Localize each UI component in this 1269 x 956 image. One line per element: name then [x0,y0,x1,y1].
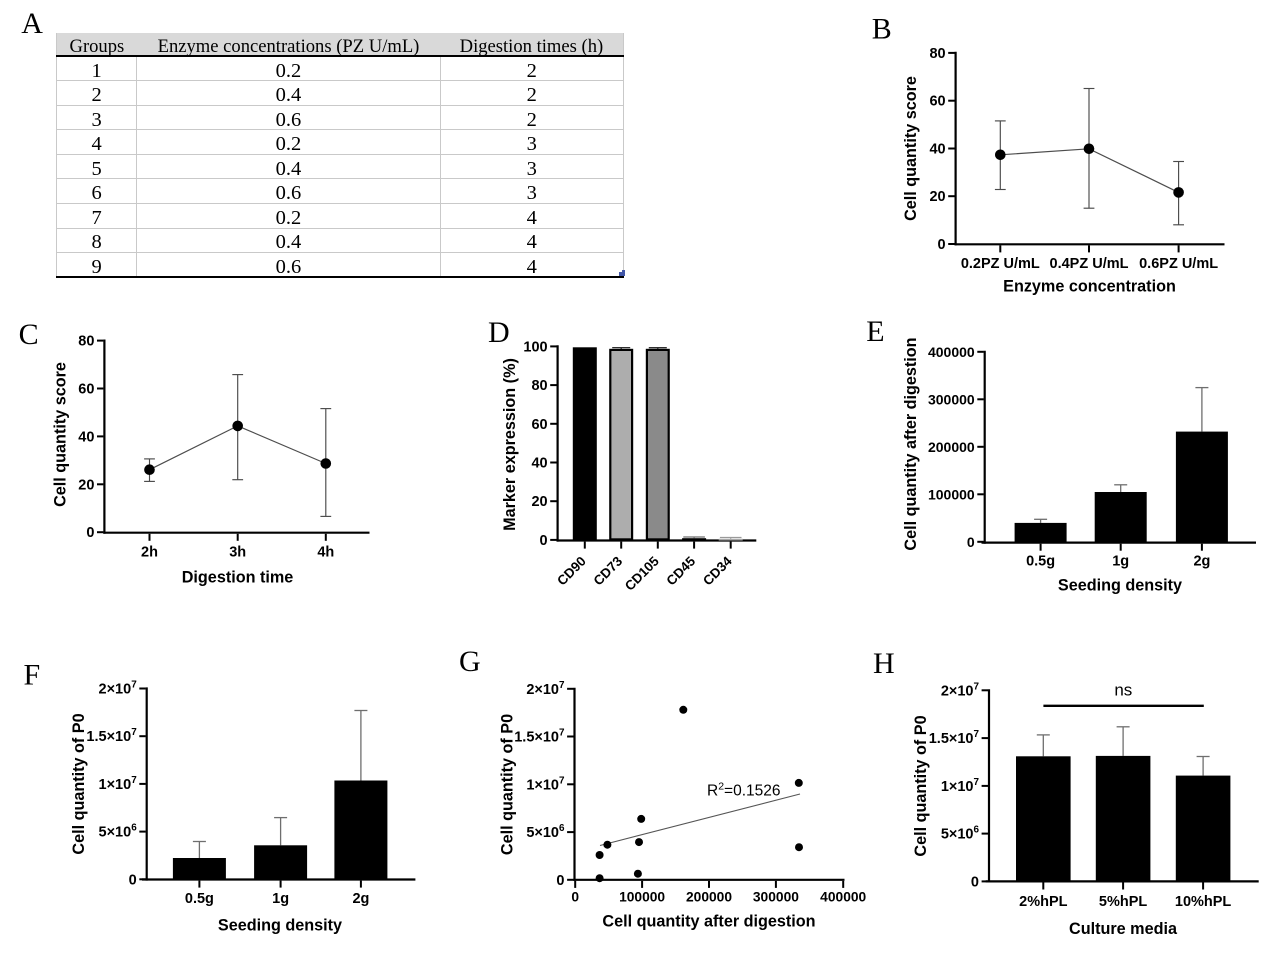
svg-text:Cell quantity of P0: Cell quantity of P0 [70,713,88,854]
svg-text:1.5×107: 1.5×107 [929,729,980,747]
svg-text:2g: 2g [1193,554,1210,570]
svg-text:300000: 300000 [753,890,799,905]
svg-text:400000: 400000 [820,890,866,905]
svg-text:200000: 200000 [928,439,975,455]
svg-text:1g: 1g [272,891,289,907]
svg-text:100: 100 [523,339,547,355]
svg-text:C: C [19,318,39,351]
svg-text:ns: ns [1114,681,1132,700]
svg-text:20: 20 [929,189,945,205]
svg-text:Digestion time: Digestion time [182,569,294,587]
svg-text:0: 0 [967,534,975,550]
svg-text:Culture media: Culture media [1069,920,1178,938]
svg-text:E: E [866,315,884,348]
svg-text:1×107: 1×107 [99,775,138,793]
svg-text:CD90: CD90 [554,554,589,589]
svg-text:40: 40 [531,456,547,472]
svg-text:2×107: 2×107 [526,680,565,698]
svg-text:0.4PZ U/mL: 0.4PZ U/mL [1050,256,1129,272]
svg-text:0.2PZ U/mL: 0.2PZ U/mL [961,256,1040,272]
svg-text:5%hPL: 5%hPL [1099,894,1147,910]
svg-text:F: F [24,658,41,691]
svg-text:1g: 1g [1112,554,1129,570]
svg-text:60: 60 [78,382,94,398]
svg-text:2×107: 2×107 [99,680,138,698]
svg-text:100000: 100000 [928,486,975,502]
svg-text:300000: 300000 [928,391,975,407]
svg-text:2×107: 2×107 [941,681,980,699]
svg-text:1.5×107: 1.5×107 [86,727,137,745]
svg-text:60: 60 [929,94,945,110]
svg-text:0.5g: 0.5g [1026,554,1055,570]
svg-text:Cell quantity after digestion: Cell quantity after digestion [602,913,815,931]
svg-text:Cell quantity of P0: Cell quantity of P0 [912,715,930,856]
svg-text:Marker expression (%): Marker expression (%) [501,358,519,531]
svg-text:H: H [873,647,895,680]
svg-text:80: 80 [78,334,94,350]
svg-text:10%hPL: 10%hPL [1175,894,1232,910]
svg-text:0: 0 [571,890,579,905]
svg-text:20: 20 [78,477,94,493]
svg-text:200000: 200000 [686,890,732,905]
svg-text:Cell quantity after digestion: Cell quantity after digestion [902,337,920,550]
svg-text:80: 80 [531,378,547,394]
svg-text:2h: 2h [141,545,158,561]
svg-text:Enzyme concentration: Enzyme concentration [1003,278,1176,296]
svg-text:Seeding density: Seeding density [218,917,342,935]
svg-text:3h: 3h [229,545,246,561]
svg-text:Cell quantity of P0: Cell quantity of P0 [499,714,517,855]
svg-text:5×106: 5×106 [941,825,980,843]
svg-text:0: 0 [86,525,94,541]
svg-text:0: 0 [540,533,548,549]
svg-text:2g: 2g [352,891,369,907]
svg-text:0: 0 [971,874,979,890]
svg-text:1×107: 1×107 [526,775,565,793]
svg-text:CD73: CD73 [590,554,625,589]
svg-text:20: 20 [531,494,547,510]
svg-text:4h: 4h [317,545,334,561]
svg-text:B: B [872,13,892,46]
svg-text:40: 40 [78,429,94,445]
svg-text:60: 60 [531,417,547,433]
svg-text:Seeding density: Seeding density [1058,577,1182,595]
svg-text:5×106: 5×106 [99,823,138,841]
svg-text:G: G [459,645,481,678]
svg-text:0: 0 [129,872,137,888]
svg-text:1.5×107: 1.5×107 [514,728,565,746]
svg-text:100000: 100000 [619,890,665,905]
svg-text:D: D [488,316,510,349]
svg-text:40: 40 [929,142,945,158]
svg-text:0.5g: 0.5g [185,891,214,907]
svg-text:0: 0 [938,237,946,253]
svg-text:CD34: CD34 [700,553,735,588]
svg-text:Cell quantity score: Cell quantity score [902,76,920,221]
svg-text:CD45: CD45 [663,553,698,588]
svg-text:80: 80 [929,46,945,62]
svg-text:R2=0.1526: R2=0.1526 [707,781,781,800]
svg-text:A: A [21,7,43,40]
svg-text:0.6PZ U/mL: 0.6PZ U/mL [1139,256,1218,272]
svg-text:1×107: 1×107 [941,777,980,795]
svg-text:400000: 400000 [928,344,975,360]
svg-text:Cell quantity score: Cell quantity score [52,362,70,507]
svg-text:CD105: CD105 [622,553,662,593]
svg-text:5×106: 5×106 [526,823,565,841]
svg-text:0: 0 [556,873,564,889]
svg-text:2%hPL: 2%hPL [1019,894,1067,910]
